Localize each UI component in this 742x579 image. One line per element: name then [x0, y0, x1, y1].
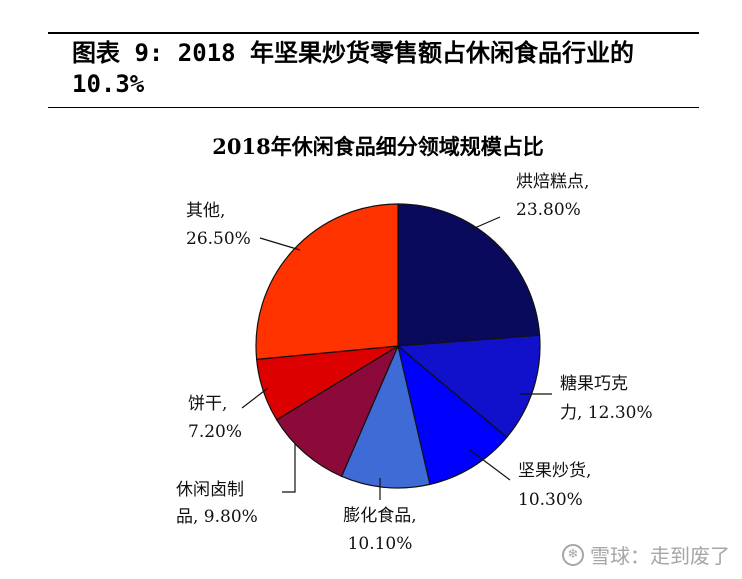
leader-line-3: [469, 449, 511, 481]
slice-label-7: 其他,: [186, 201, 225, 221]
slice-value-7: 26.50%: [186, 229, 251, 249]
figure-title-line1: 图表 9: 2018 年坚果炒货零售额占休闲食品行业的: [72, 39, 635, 67]
figure-bottom-rule: [48, 107, 699, 108]
slice-value-5: 品, 9.80%: [176, 507, 258, 527]
slice-label-6: 饼干,: [188, 394, 227, 414]
slice-label-5: 休闲卤制: [176, 480, 244, 500]
slice-label-4: 膨化食品,: [343, 506, 416, 526]
figure-title: 图表 9: 2018 年坚果炒货零售额占休闲食品行业的 10.3%: [72, 38, 692, 100]
leader-line-7: [259, 237, 301, 251]
slice-label-1: 烘焙糕点,: [516, 172, 589, 192]
watermark: ❄ 雪球：走到废了: [562, 540, 730, 569]
slice-value-2: 力, 12.30%: [560, 403, 653, 423]
slice-label-3: 坚果炒货,: [518, 461, 591, 481]
figure-title-line2: 10.3%: [72, 70, 145, 98]
chart-title: 2018年休闲食品细分领域规模占比: [212, 134, 543, 159]
watermark-text: 雪球：走到废了: [590, 544, 730, 568]
pie-slice-1: [397, 203, 541, 347]
slice-label-2: 糖果巧克: [560, 374, 628, 394]
pie-slice-7: [255, 203, 399, 361]
snowball-logo-icon: ❄: [562, 543, 584, 566]
pie-slice-3: [397, 344, 508, 486]
pie-slice-4: [340, 344, 431, 489]
slice-value-1: 23.80%: [516, 200, 581, 220]
leader-lines: [241, 216, 552, 500]
leader-line-5: [282, 444, 296, 493]
leader-line-6: [241, 387, 269, 409]
slice-value-3: 10.30%: [518, 490, 583, 510]
leader-line-1: [469, 216, 501, 231]
slice-value-4: 10.10%: [348, 534, 413, 554]
pie-slice-2: [396, 334, 541, 439]
pie-slice-5: [275, 344, 400, 478]
slice-value-6: 7.20%: [188, 422, 242, 442]
figure-top-rule: [48, 32, 699, 34]
pie-slices: [255, 203, 541, 489]
